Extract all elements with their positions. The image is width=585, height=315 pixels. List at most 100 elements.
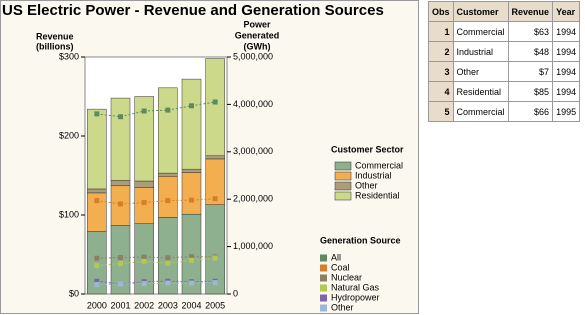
y2-tick-label: 4,000,000 [233,99,273,109]
table-row: 5 Commercial $66 1995 [428,101,581,122]
line-marker [165,255,171,261]
column-header: Revenue [507,1,554,22]
line-marker [189,257,194,263]
line-marker [94,198,100,204]
line-marker [212,196,218,202]
table-cell: $66 [507,101,554,122]
legend-label: All [331,252,341,262]
legend-swatch [334,161,352,171]
bar-segment [181,172,202,215]
column-header: Year [552,1,581,22]
legend-title: Customer Sector [331,144,404,154]
bar-segment [134,180,154,188]
legend-swatch [334,191,352,201]
line-marker [141,108,147,114]
table-row: 4 Residential $85 1994 [428,81,581,102]
table-cell: 1994 [552,21,581,42]
legend-swatch [320,284,327,292]
line-marker [94,278,100,284]
y2-axis-title: Generated [235,30,280,40]
legend-swatch [320,294,327,302]
line-marker [118,114,123,120]
line-marker [212,255,218,261]
table-cell: Other [452,61,509,82]
table-cell: 2 [428,41,454,62]
x-tick-label: 2004 [181,300,201,310]
legend-swatch [320,254,327,262]
column-header: Customer [452,1,509,22]
x-tick-label: 2003 [158,300,178,310]
data-table: Obs Customer Revenue Year 1 Commercial $63 1994… [428,1,581,122]
line-marker [94,263,100,269]
legend-swatch [320,274,327,282]
y2-tick-label: 1,000,000 [233,241,273,251]
x-tick-label: 2001 [110,300,130,310]
table-cell: 4 [428,81,454,102]
bar-segment [158,176,178,218]
legend-swatch [320,304,327,312]
bar-segment [181,78,202,170]
table-cell: Industrial [452,41,509,62]
line-marker [118,255,123,261]
line-marker [141,258,147,264]
line-marker [118,201,123,207]
bar-segment [158,172,178,177]
y2-tick-label: 0 [233,288,238,298]
bar-segment [134,187,154,224]
y2-tick-label: 2,000,000 [233,194,273,204]
line-marker [94,111,100,117]
table-cell: 1995 [552,101,581,122]
line-marker [165,280,171,286]
line-marker [189,103,194,109]
line-marker [165,107,171,113]
table-cell: 1994 [552,61,581,82]
bar-segment [181,168,202,173]
line-marker [189,254,194,260]
legend-label: Coal [331,262,350,272]
y2-axis-title: (GWh) [244,41,271,51]
line-marker [165,198,171,204]
legend-swatch [334,181,352,191]
line-marker [94,255,100,261]
bar-segment [110,179,131,187]
line-marker [118,281,123,287]
legend-label: Industrial [355,170,392,180]
legend-label: Other [331,302,354,312]
x-tick-label: 2002 [134,300,154,310]
plot-area [84,56,228,295]
line [96,101,216,118]
x-tick-label: 2000 [87,300,107,310]
table-cell: $7 [507,61,554,82]
line-marker [189,280,194,286]
line-marker [165,260,171,266]
legend-swatch [320,264,327,272]
bar-segment [87,108,107,190]
table-cell: $63 [507,21,554,42]
bar-segment [134,96,154,182]
line-marker [141,254,147,260]
legend-label: Natural Gas [331,282,380,292]
legend-label: Other [355,180,378,190]
table-row: 1 Commercial $63 1994 [428,21,581,42]
y-tick-label: $300 [59,51,79,61]
table-cell: 1994 [552,41,581,62]
legend-title: Generation Source [320,235,401,245]
bar-segment [87,188,107,194]
bar-segment [110,97,131,181]
line-marker [118,261,123,267]
y-axis-title: Revenue [36,31,74,41]
table-cell: 5 [428,101,454,122]
bar-segment [205,58,225,156]
y2-axis-title: Power [243,19,271,29]
column-header: Obs [428,1,454,22]
table-cell: Commercial [452,101,509,122]
legend-label: Hydropower [331,292,380,302]
table-cell: 1994 [552,81,581,102]
table-cell: Residential [452,81,509,102]
table-cell: Commercial [452,21,509,42]
line-marker [141,281,147,287]
table-row: 3 Other $7 1994 [428,61,581,82]
line-marker [212,280,218,286]
legend-label: Commercial [355,160,403,170]
